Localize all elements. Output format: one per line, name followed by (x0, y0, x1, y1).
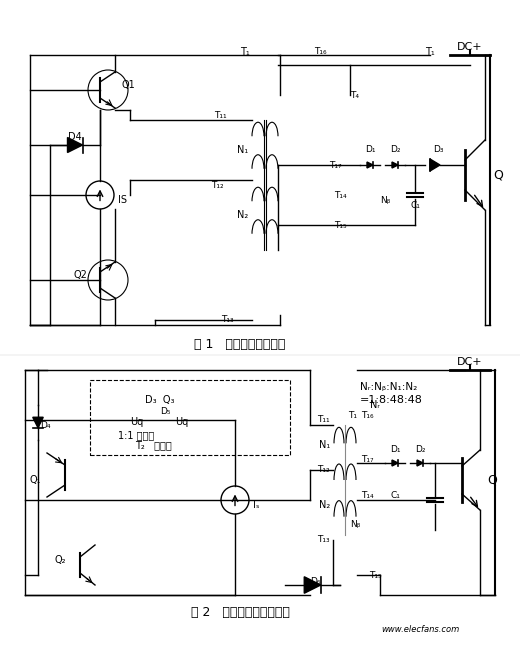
Text: T₁: T₁ (348, 411, 358, 419)
Text: Uq: Uq (130, 417, 143, 427)
Text: Iₛ: Iₛ (253, 500, 259, 510)
Text: T₁₅: T₁₅ (369, 571, 381, 580)
Polygon shape (33, 417, 43, 428)
Text: DC+: DC+ (457, 42, 483, 52)
Text: Q1: Q1 (122, 80, 136, 90)
Text: T₁₁: T₁₁ (317, 415, 329, 424)
Text: D₅: D₅ (160, 407, 171, 417)
Text: T₁₆: T₁₆ (314, 48, 327, 56)
Text: 图 2   新型驱动电路原理图: 图 2 新型驱动电路原理图 (190, 607, 290, 620)
Text: T₁: T₁ (425, 47, 435, 57)
Text: T₂   流電路: T₂ 流電路 (135, 440, 172, 450)
Text: =1:8:48:48: =1:8:48:48 (360, 395, 423, 405)
Text: D₆: D₆ (310, 578, 320, 586)
Polygon shape (392, 460, 398, 466)
Text: D₃  Q₃: D₃ Q₃ (145, 395, 175, 405)
Text: T₁₇: T₁₇ (329, 160, 341, 170)
Text: DC+: DC+ (457, 357, 483, 367)
Text: D₄: D₄ (40, 421, 50, 430)
Text: Q2: Q2 (73, 270, 87, 280)
Text: N₂: N₂ (237, 210, 249, 220)
Text: www.elecfans.com: www.elecfans.com (381, 626, 459, 635)
Text: Q₁: Q₁ (29, 475, 41, 485)
Polygon shape (367, 162, 373, 168)
Text: 图 1   原抗饱和驱动电路: 图 1 原抗饱和驱动电路 (194, 339, 285, 352)
Text: Nᵣ:Nᵦ:N₁:N₂: Nᵣ:Nᵦ:N₁:N₂ (360, 382, 417, 392)
Text: T₁₄: T₁₄ (361, 491, 373, 500)
Text: D₃: D₃ (433, 145, 443, 155)
Text: IS: IS (118, 195, 127, 205)
Text: T₁₆: T₁₆ (361, 411, 373, 419)
Text: T₁₄: T₁₄ (334, 191, 346, 200)
Text: N₁: N₁ (237, 145, 249, 155)
Polygon shape (68, 138, 83, 153)
Text: 1:1 輔助抽: 1:1 輔助抽 (118, 430, 154, 440)
Text: D₂: D₂ (390, 145, 400, 155)
Text: N₁: N₁ (319, 440, 331, 450)
Text: D₁: D₁ (390, 445, 400, 455)
Text: D₁: D₁ (365, 145, 375, 155)
Text: C₁: C₁ (410, 200, 420, 210)
Text: Uq: Uq (175, 417, 188, 427)
Text: Q: Q (487, 474, 497, 487)
Text: N₂: N₂ (319, 500, 331, 510)
Text: T₁₃: T₁₃ (317, 536, 329, 544)
Text: T₁₃: T₁₃ (220, 316, 233, 324)
Text: T₁₂: T₁₂ (211, 181, 223, 189)
Text: Nᵦ: Nᵦ (380, 195, 390, 204)
Text: T₁₇: T₁₇ (361, 455, 373, 464)
Text: Nᵣ: Nᵣ (370, 400, 380, 410)
Text: Q: Q (493, 168, 503, 181)
Text: C₁: C₁ (390, 491, 400, 500)
Text: T₁₂: T₁₂ (317, 466, 329, 474)
Text: Q₂: Q₂ (54, 555, 66, 565)
Text: T₁: T₁ (240, 47, 250, 57)
Polygon shape (392, 162, 398, 168)
Text: T₁₅: T₁₅ (334, 221, 346, 229)
Text: D₂: D₂ (415, 445, 425, 455)
Polygon shape (304, 577, 321, 593)
Text: D4: D4 (68, 132, 82, 142)
Polygon shape (430, 159, 440, 171)
Text: T₄: T₄ (350, 90, 359, 100)
Polygon shape (417, 460, 423, 466)
Text: Nᵦ: Nᵦ (350, 521, 360, 529)
Text: T₁₁: T₁₁ (214, 111, 226, 119)
